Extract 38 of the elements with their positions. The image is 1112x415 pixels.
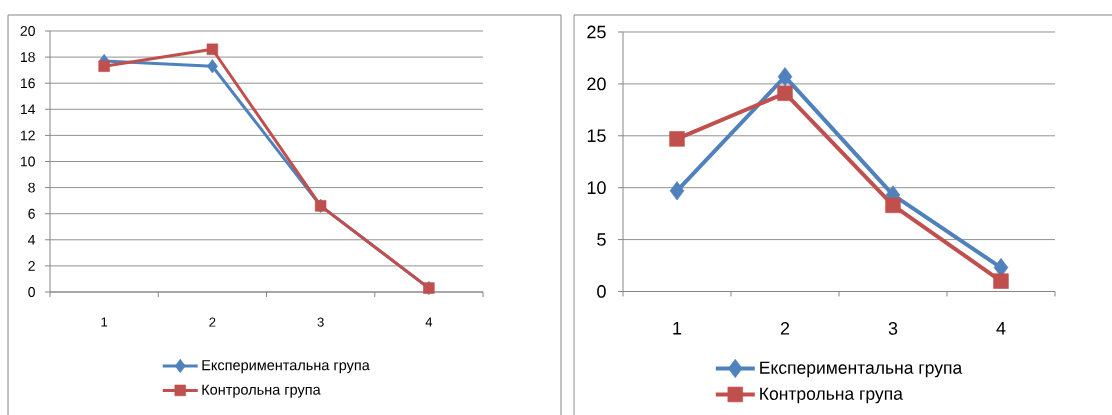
legend-label: Експериментальна група — [202, 360, 370, 374]
y-tick-label: 16 — [20, 78, 35, 89]
y-tick-label: 0 — [597, 285, 606, 298]
point — [777, 67, 793, 87]
y-tick-label: 8 — [28, 182, 35, 193]
x-tick-label: 3 — [888, 322, 898, 335]
y-tick-label: 10 — [20, 156, 35, 167]
y-tick-label: 0 — [28, 287, 35, 297]
x-tick-label: 4 — [425, 317, 433, 327]
point — [993, 273, 1009, 289]
point — [206, 43, 219, 55]
y-tick-label: 15 — [587, 129, 606, 143]
x-tick-label: 2 — [209, 317, 216, 327]
x-tick-label: 2 — [780, 322, 790, 335]
point — [669, 131, 685, 147]
point — [98, 60, 110, 72]
x-tick-label: 4 — [996, 322, 1006, 335]
legend-label: Контрольна група — [202, 384, 321, 398]
y-tick-label: 12 — [20, 130, 35, 141]
y-tick-label: 5 — [597, 233, 606, 246]
y-tick-label: 18 — [20, 52, 35, 63]
x-tick-label: 1 — [673, 322, 682, 335]
y-tick-label: 25 — [587, 25, 606, 39]
x-tick-label: 3 — [317, 317, 324, 327]
point — [207, 59, 218, 74]
y-tick-label: 4 — [28, 234, 36, 245]
point — [669, 181, 685, 201]
y-tick-label: 10 — [587, 181, 606, 195]
legend-label: Контрольна група — [760, 387, 903, 404]
y-tick-label: 2 — [28, 260, 35, 271]
y-tick-label: 20 — [20, 26, 35, 36]
point — [885, 197, 901, 214]
point — [777, 85, 793, 101]
y-tick-label: 20 — [587, 77, 606, 91]
y-tick-label: 6 — [28, 208, 35, 219]
x-tick-label: 1 — [101, 317, 108, 327]
legend-label: Експериментальна група — [760, 361, 963, 378]
y-tick-label: 14 — [20, 104, 36, 115]
